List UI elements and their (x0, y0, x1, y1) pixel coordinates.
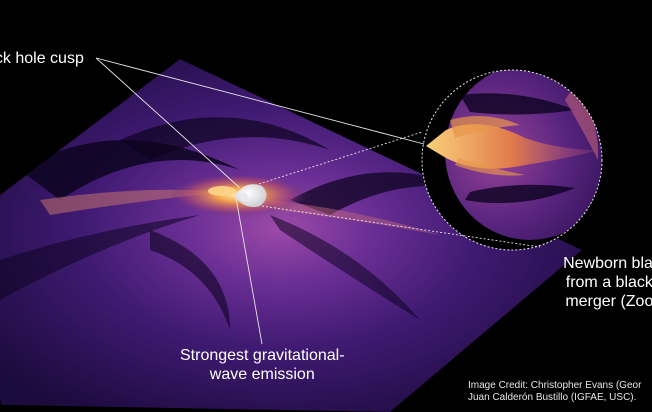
newborn-label-line3: merger (Zoom (565, 293, 652, 310)
credit-line1: Image Credit: Christopher Evans (Geor (468, 380, 642, 391)
newborn-label-line1: Newborn black (563, 255, 652, 272)
zoom-connector-bottom (261, 205, 541, 248)
cusp-zoom-pointer-line (95, 57, 425, 145)
credit-line2: Juan Calderón Bustillo (IGFAE, USC). (468, 392, 637, 403)
newborn-label: Newborn black from a black h merger (Zoo… (541, 254, 652, 311)
emission-pointer-line (235, 197, 263, 345)
image-credit: Image Credit: Christopher Evans (Geor Ju… (468, 380, 641, 404)
zoom-inset (421, 69, 603, 251)
simulation-plane (0, 59, 582, 412)
black-hole-core (208, 184, 267, 207)
emission-label-line2: wave emission (209, 366, 315, 383)
annotation-lines (95, 57, 541, 345)
emission-label: Strongest gravitational- wave emission (180, 346, 345, 384)
cusp-pointer-line (95, 57, 241, 189)
emission-label-line1: Strongest gravitational- (180, 347, 345, 364)
newborn-label-line2: from a black h (565, 274, 652, 291)
cusp-label: ack hole cusp (0, 50, 84, 67)
